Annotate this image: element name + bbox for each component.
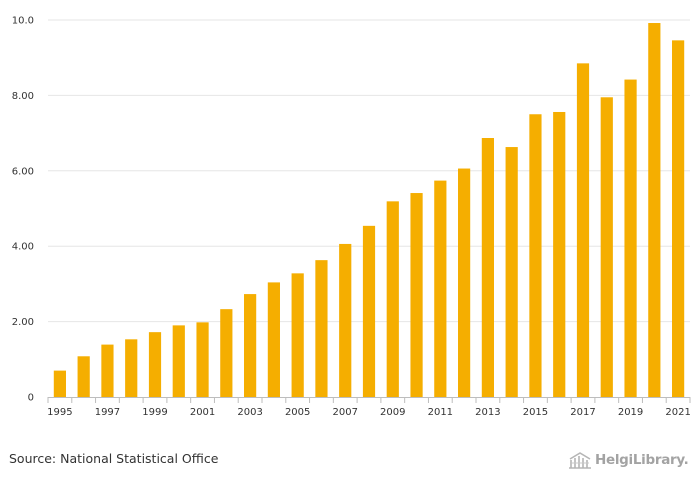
bar-2019[interactable] — [624, 79, 637, 397]
x-tick-label: 2001 — [190, 407, 215, 418]
y-tick-label: 0 — [28, 393, 34, 404]
y-tick-label: 10.0 — [12, 16, 34, 27]
y-axis-labels: 0 2.00 4.00 6.00 8.00 10.0 — [12, 16, 34, 404]
logo-text: HelgiLibrary. — [595, 452, 689, 468]
bar-2011[interactable] — [434, 180, 447, 397]
bar-2017[interactable] — [576, 63, 590, 397]
bar-2002[interactable] — [220, 309, 233, 397]
bar-2013[interactable] — [481, 138, 494, 397]
x-tick-label: 2007 — [332, 407, 357, 418]
bar-2006[interactable] — [315, 260, 328, 397]
library-building-icon — [569, 452, 591, 469]
bar-2018[interactable] — [600, 97, 613, 397]
y-tick-label: 8.00 — [12, 91, 34, 102]
bar-chart: 0 2.00 4.00 6.00 8.00 10.0 1995 1997 1999 2001 20… — [12, 16, 691, 419]
y-tick-label: 4.00 — [12, 242, 34, 253]
x-axis-labels: 1995 1997 1999 2001 2003 2005 2007 2009 2011 2013… — [47, 407, 691, 418]
helgi-library-logo[interactable]: HelgiLibrary. — [568, 449, 692, 471]
bar-2007[interactable] — [339, 243, 352, 397]
bar-1998[interactable] — [125, 339, 138, 397]
bar-2001[interactable] — [196, 322, 209, 397]
bar-1997[interactable] — [101, 344, 114, 397]
bars — [53, 23, 685, 398]
x-axis — [47, 397, 691, 403]
bar-2005[interactable] — [291, 273, 304, 397]
x-tick-label: 2017 — [570, 407, 595, 418]
x-tick-label: 2011 — [428, 407, 453, 418]
x-tick-label: 2013 — [475, 407, 500, 418]
bar-2014[interactable] — [505, 147, 518, 397]
source-note: Source: National Statistical Office — [9, 451, 219, 466]
x-tick-label: 2009 — [380, 407, 405, 418]
x-tick-label: 1999 — [142, 407, 167, 418]
bar-1995[interactable] — [53, 370, 66, 397]
bar-2012[interactable] — [458, 168, 471, 397]
y-tick-label: 6.00 — [12, 166, 34, 177]
bar-2016[interactable] — [553, 111, 566, 397]
x-tick-label: 2003 — [237, 407, 262, 418]
bar-1996[interactable] — [77, 356, 90, 397]
bar-2020[interactable] — [648, 23, 661, 398]
bar-2008[interactable] — [362, 225, 376, 397]
x-tick-label: 2005 — [285, 407, 310, 418]
bar-2015[interactable] — [529, 114, 542, 397]
bar-2003[interactable] — [244, 294, 257, 397]
x-tick-label: 1997 — [95, 407, 120, 418]
bar-2000[interactable] — [172, 325, 185, 397]
bar-2009[interactable] — [386, 201, 399, 397]
x-tick-label: 2019 — [618, 407, 643, 418]
x-tick-label: 2015 — [523, 407, 548, 418]
bar-2021[interactable] — [672, 40, 685, 397]
bar-2010[interactable] — [410, 193, 423, 397]
bar-1999[interactable] — [148, 332, 162, 397]
x-tick-label: 1995 — [47, 407, 72, 418]
y-tick-label: 2.00 — [12, 317, 34, 328]
bar-2004[interactable] — [267, 282, 280, 397]
x-tick-label: 2021 — [665, 407, 690, 418]
